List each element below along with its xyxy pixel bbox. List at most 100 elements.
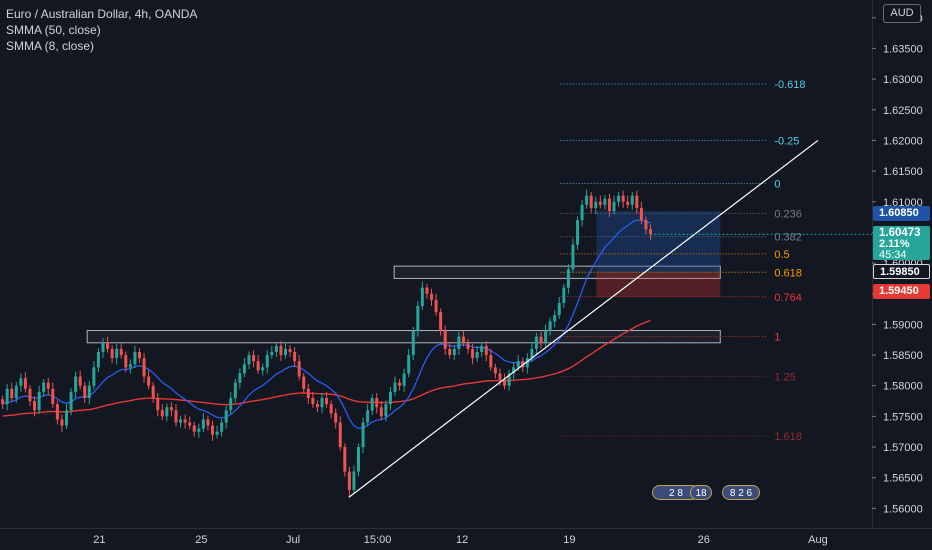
candle-body [274,345,278,352]
candle-body [183,419,187,423]
candle-body [480,345,484,352]
smma8-line [2,219,651,430]
candle-body [548,321,552,331]
fib-label: 0 [774,178,780,190]
trendline [348,139,819,498]
candle-body [23,378,27,389]
candle-body [626,201,630,205]
candle-body [160,410,164,417]
candle-body [576,220,580,245]
candle-body [297,361,301,377]
smma8-legend[interactable]: SMMA (8, close) [6,39,95,53]
candle-body [603,198,607,205]
candle-body [210,425,214,435]
candle-body [594,201,598,208]
fib-label: 0.236 [774,208,802,220]
currency-button[interactable]: AUD [883,4,921,23]
zone-target [596,210,721,273]
candle-body [10,388,14,398]
x-tick-label: Aug [808,534,828,546]
candle-body [28,388,32,402]
candle-body [142,358,146,377]
candle-body [617,195,621,202]
candle-body [384,404,388,417]
candle-body [96,352,100,368]
candle-body [635,195,639,208]
x-tick-label: 19 [563,534,575,546]
candle-body [233,382,237,398]
candle-body [137,352,141,359]
candle-body [630,195,634,205]
y-tick-label: 1.58000 [883,381,923,393]
candle-body [448,348,452,356]
candle-body [507,373,511,386]
candle-body [434,299,438,313]
candle-body [169,407,173,411]
candle-body [19,378,23,386]
candle-body [69,391,73,411]
candle-body [174,410,178,423]
candle-body [475,352,479,359]
candle-body [192,425,196,432]
x-tick-label: Jul [286,534,300,546]
candle-body [516,361,520,368]
candle-body [503,379,507,386]
candle-body [607,198,611,211]
candle-body [201,419,205,429]
fib-label: 1 [774,332,780,344]
y-tick-label: 1.57000 [883,442,923,454]
y-tick-label: 1.56500 [883,473,923,485]
candle-body [37,391,41,411]
y-tick-label: 1.61500 [883,166,923,178]
smma50-legend[interactable]: SMMA (50, close) [6,23,101,37]
candle-body [443,330,447,349]
event-badge-2[interactable]: 18 [690,485,712,500]
candle-body [325,397,329,405]
candle-body [64,410,68,426]
candle-body [402,373,406,386]
candle-body [557,302,561,316]
x-tick-label: 26 [698,534,710,546]
chart-legend: Euro / Australian Dollar, 4h, OANDA SMMA… [6,6,197,54]
fib-label: 0.618 [774,267,802,279]
candle-body [302,376,306,389]
candle-body [366,410,370,423]
candle-body [92,367,96,386]
candle-body [229,397,233,411]
candle-body [562,287,566,303]
price-tag-entry: 1.59850 [873,264,930,279]
candle-body [55,404,59,420]
event-badge-3[interactable]: 8 2 6 [722,485,760,500]
candle-body [5,388,9,405]
price-change: 2.11% [879,238,910,250]
candle-body [393,382,397,392]
candle-body [315,404,319,408]
symbol-title[interactable]: Euro / Australian Dollar, 4h, OANDA [6,7,198,21]
candle-body [238,373,242,383]
candle-body [101,342,105,352]
candle-body [457,336,461,349]
fib-label: -0.618 [774,79,805,91]
candle-body [247,355,251,365]
fib-label: 1.25 [774,372,795,384]
current-price-tag: 1.60473 2.11% 45:34 [873,226,930,261]
candle-body [83,385,87,398]
candle-body [343,447,347,472]
candle-body [571,244,575,270]
candle-body [375,397,379,408]
candle-body [119,348,123,356]
candle-body [411,330,415,356]
candle-body [484,345,488,356]
candle-body [215,431,219,435]
candle-body [544,330,548,343]
candle-body [288,348,292,352]
candle-body [407,355,411,374]
candle-body [352,471,356,490]
candle-body [46,382,50,389]
candle-body [270,352,274,356]
y-tick-label: 1.63500 [883,43,923,55]
candle-body [512,367,516,374]
candle-body [566,269,570,288]
y-tick-label: 1.57500 [883,411,923,423]
